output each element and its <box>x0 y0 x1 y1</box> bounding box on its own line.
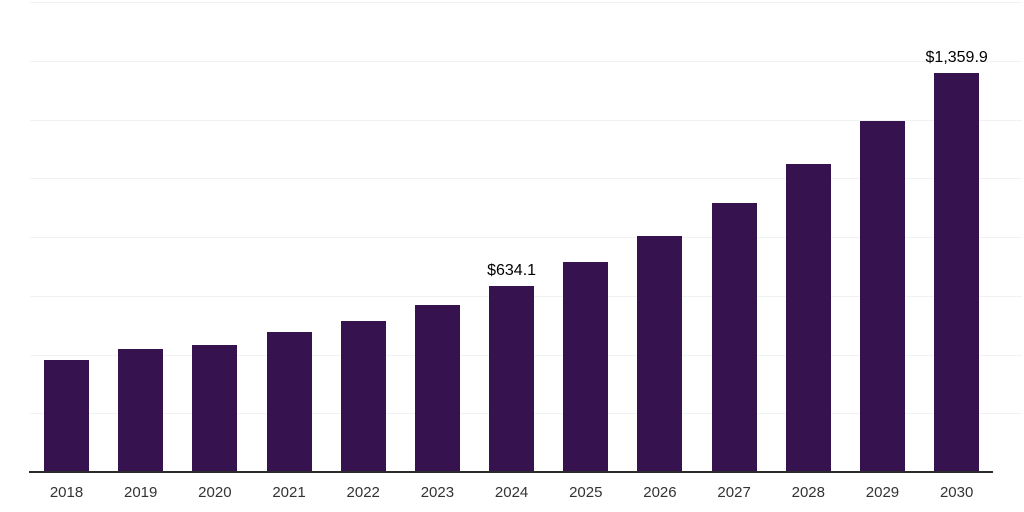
bar-2030[interactable] <box>934 72 980 472</box>
value-label-2030: $1,359.9 <box>925 48 988 66</box>
x-tick-label-2030: 2030 <box>939 484 974 501</box>
bar-2023[interactable] <box>414 304 460 472</box>
x-tick-label-2028: 2028 <box>791 484 825 501</box>
x-tick-label-2019: 2019 <box>123 484 158 501</box>
x-tick-label-2022: 2022 <box>346 484 380 501</box>
bar-2018[interactable] <box>44 360 89 472</box>
gridline <box>30 237 1022 238</box>
gridline <box>30 60 1022 62</box>
gridline <box>30 119 1022 121</box>
x-tick-label-2021: 2021 <box>272 484 306 501</box>
x-tick-label-2025: 2025 <box>569 484 603 501</box>
bar-2027[interactable] <box>711 202 757 472</box>
bar-2029[interactable] <box>859 120 905 472</box>
x-tick-label-2023: 2023 <box>420 484 455 501</box>
bar-2026[interactable] <box>637 235 683 472</box>
x-axis-line <box>29 471 993 473</box>
x-tick-label-2024: 2024 <box>494 484 529 501</box>
value-label-2024: $634.1 <box>487 261 537 279</box>
gridline <box>30 2 1022 3</box>
gridline <box>30 178 1022 180</box>
x-tick-label-2027: 2027 <box>717 484 751 501</box>
bar-2019[interactable] <box>118 348 164 472</box>
bar-2021[interactable] <box>266 331 312 472</box>
bar-2022[interactable] <box>340 321 386 472</box>
bar-2024[interactable] <box>489 285 535 472</box>
bar-2025[interactable] <box>563 262 609 472</box>
bar-2020[interactable] <box>192 344 238 472</box>
x-tick-label-2018: 2018 <box>49 484 84 501</box>
bar-2028[interactable] <box>785 164 831 472</box>
x-tick-label-2029: 2029 <box>865 484 900 501</box>
x-tick-label-2026: 2026 <box>643 484 677 501</box>
x-tick-label-2020: 2020 <box>198 484 232 501</box>
